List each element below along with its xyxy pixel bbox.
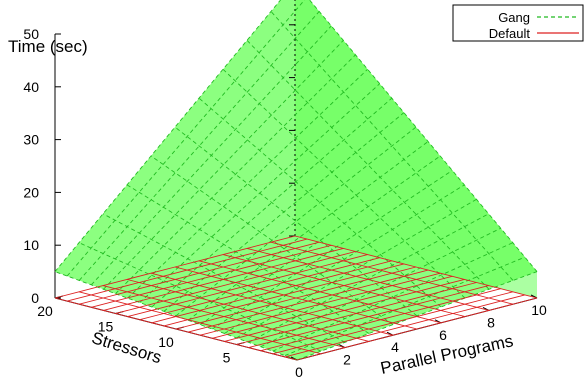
z-tick-label: 20 — [23, 184, 39, 200]
gridline-default-y17 — [91, 244, 332, 308]
gridline-default-y11 — [163, 263, 405, 327]
x-tick-label: 4 — [391, 339, 399, 355]
gridline-default-y8 — [200, 272, 441, 336]
gridline-default-y5 — [236, 282, 477, 345]
gridline-default-y2 — [272, 291, 513, 355]
gridline-gang-y7 — [212, 170, 453, 330]
legend-label: Gang — [498, 10, 530, 25]
legend-box — [452, 4, 584, 42]
gridline-default-y7 — [212, 275, 453, 339]
x-tick-label: 8 — [487, 314, 495, 330]
x-tick-label: 0 — [295, 364, 303, 380]
gridline-gang-y1 — [284, 256, 526, 356]
gridline-gang-x8 — [246, 40, 490, 290]
gridline-gang-y3 — [260, 227, 501, 348]
gridline-default-y1 — [284, 294, 526, 358]
y-tick-label: 10 — [158, 334, 174, 350]
z-tick-label: 50 — [23, 26, 39, 42]
gridline-gang-x6 — [198, 97, 442, 308]
y-tick-label: 20 — [37, 303, 53, 319]
gridline-default-y10 — [175, 266, 417, 330]
gridline-default-y13 — [139, 257, 380, 321]
gridline-gang-y15 — [115, 54, 356, 295]
gridline-default-y4 — [248, 285, 489, 349]
gridline-default-y14 — [127, 254, 368, 318]
gridline-default-y16 — [103, 247, 344, 311]
y-tick-label: 15 — [98, 319, 114, 335]
gridline-gang-y17 — [90, 25, 332, 286]
z-tick-label: 30 — [23, 132, 39, 148]
gridline-gang-x5 — [174, 126, 418, 317]
z-tick-label: 10 — [23, 237, 39, 253]
z-axis-title: Time (sec) — [8, 37, 88, 56]
gridline-default-y18 — [79, 241, 320, 305]
gridline-gang-y19 — [66, 0, 306, 277]
z-tick-label: 40 — [23, 79, 39, 95]
gridline-gang-y16 — [103, 40, 344, 290]
legend-label: Default — [489, 26, 531, 41]
gridline-default-y9 — [187, 269, 429, 333]
y-axis-title: Stressors — [90, 328, 164, 367]
gridline-default-y6 — [224, 278, 465, 342]
y-tick-label: 5 — [223, 350, 231, 366]
gridline-default-y0 — [296, 297, 538, 361]
z-tick-label: 0 — [31, 290, 39, 306]
gridline-gang-x9 — [270, 11, 514, 281]
x-tick-label: 2 — [343, 352, 351, 368]
gridline-gang-y10 — [175, 126, 417, 317]
gridline-default-y3 — [260, 288, 501, 352]
gridline-default-y20 — [54, 235, 296, 299]
gridline-gang-y13 — [139, 83, 381, 303]
gridline-default-y19 — [66, 238, 308, 302]
gridline-default-y15 — [115, 251, 356, 314]
gridline-gang-y14 — [127, 68, 368, 299]
gridline-gang-y6 — [224, 184, 465, 334]
surface-side-gang — [295, 0, 537, 298]
gridline-gang-y2 — [272, 242, 513, 352]
gridline-default-y12 — [151, 260, 392, 324]
x-tick-label: 6 — [439, 327, 447, 343]
x-tick-label: 10 — [531, 302, 547, 318]
